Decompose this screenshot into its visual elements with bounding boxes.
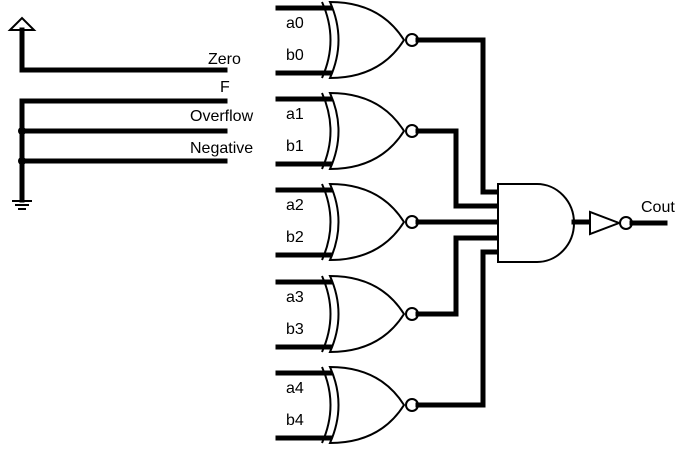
- gate-input-a3: a3: [286, 289, 304, 306]
- xnor-gate-icon: [328, 274, 406, 354]
- xnor-gate-2: a2 b2: [275, 182, 419, 262]
- gate-input-b0: b0: [286, 47, 304, 64]
- f-label: F: [220, 79, 230, 96]
- xnor-gate-icon: [328, 182, 406, 262]
- overflow-label: Overflow: [190, 108, 254, 125]
- and-gate-icon: [497, 183, 575, 263]
- cout-label: Cout: [641, 199, 675, 216]
- f-overflow-negative-bus: [18, 98, 228, 203]
- xnor-to-and-wiring: [415, 37, 501, 408]
- xnor-gate-icon: [328, 365, 406, 445]
- power-supply-icon: [7, 16, 37, 73]
- xnor-gate-3: a3 b3: [275, 274, 419, 354]
- gate-input-b4: b4: [286, 412, 304, 429]
- ground-icon: [12, 200, 32, 210]
- xnor-gate-4: a4 b4: [275, 365, 419, 445]
- zero-label: Zero: [208, 51, 241, 68]
- xnor-gate-icon: [328, 91, 406, 171]
- gate-input-a2: a2: [286, 197, 304, 214]
- gate-input-b1: b1: [286, 138, 304, 155]
- buffer-icon: [589, 210, 622, 236]
- gate-input-a0: a0: [286, 15, 304, 32]
- xnor-gate-icon: [328, 0, 406, 80]
- xnor-gate-1: a1 b1: [275, 91, 419, 171]
- gate-input-b3: b3: [286, 321, 304, 338]
- negative-label: Negative: [190, 140, 253, 157]
- gate-input-a4: a4: [286, 380, 304, 397]
- gate-input-a1: a1: [286, 106, 304, 123]
- xnor-gate-0: a0 b0: [275, 0, 419, 80]
- gate-input-b2: b2: [286, 229, 304, 246]
